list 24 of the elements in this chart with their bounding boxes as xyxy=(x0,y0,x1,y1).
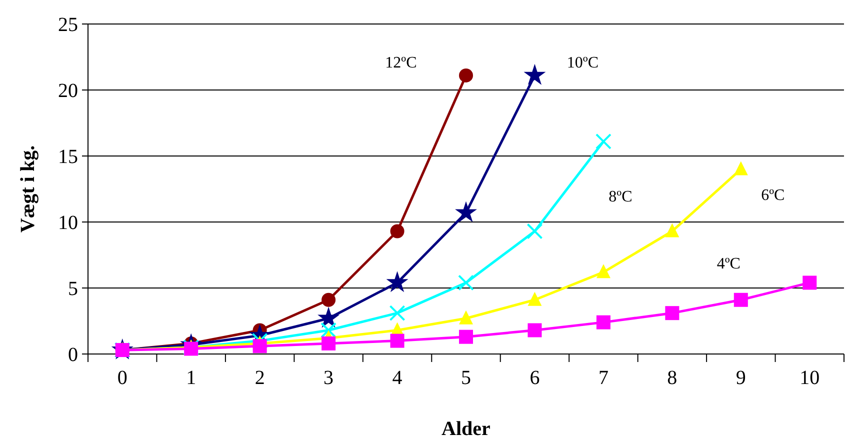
x-axis-title: Alder xyxy=(442,418,491,440)
x-tick-label: 5 xyxy=(461,367,471,389)
y-tick-label: 15 xyxy=(58,146,78,168)
x-tick-label: 1 xyxy=(186,367,196,389)
series-label: 4ºC xyxy=(716,256,740,273)
y-axis-title: Vægt i kg. xyxy=(17,145,39,233)
text: 12ºC xyxy=(385,54,417,72)
x-tick-label: 4 xyxy=(392,367,402,389)
x-tick-label: 9 xyxy=(736,367,746,389)
y-tick-label: 5 xyxy=(68,278,78,300)
x-tick-label: 10 xyxy=(800,367,820,389)
series-label: 6ºC xyxy=(761,187,785,204)
text: 8ºC xyxy=(608,188,632,206)
y-tick-label: 25 xyxy=(58,14,78,36)
x-tick-label: 3 xyxy=(324,367,334,389)
y-tick-label: 0 xyxy=(68,344,78,366)
x-tick-label: 8 xyxy=(667,367,678,389)
x-tick-label: 7 xyxy=(598,367,608,389)
series-label: 10ºC xyxy=(566,54,599,72)
y-tick-label: 20 xyxy=(58,80,78,102)
x-tick-label: 0 xyxy=(117,367,128,389)
x-tick-label: 6 xyxy=(530,367,540,389)
x-tick-label: 2 xyxy=(254,367,265,389)
y-tick-label: 10 xyxy=(58,212,78,234)
